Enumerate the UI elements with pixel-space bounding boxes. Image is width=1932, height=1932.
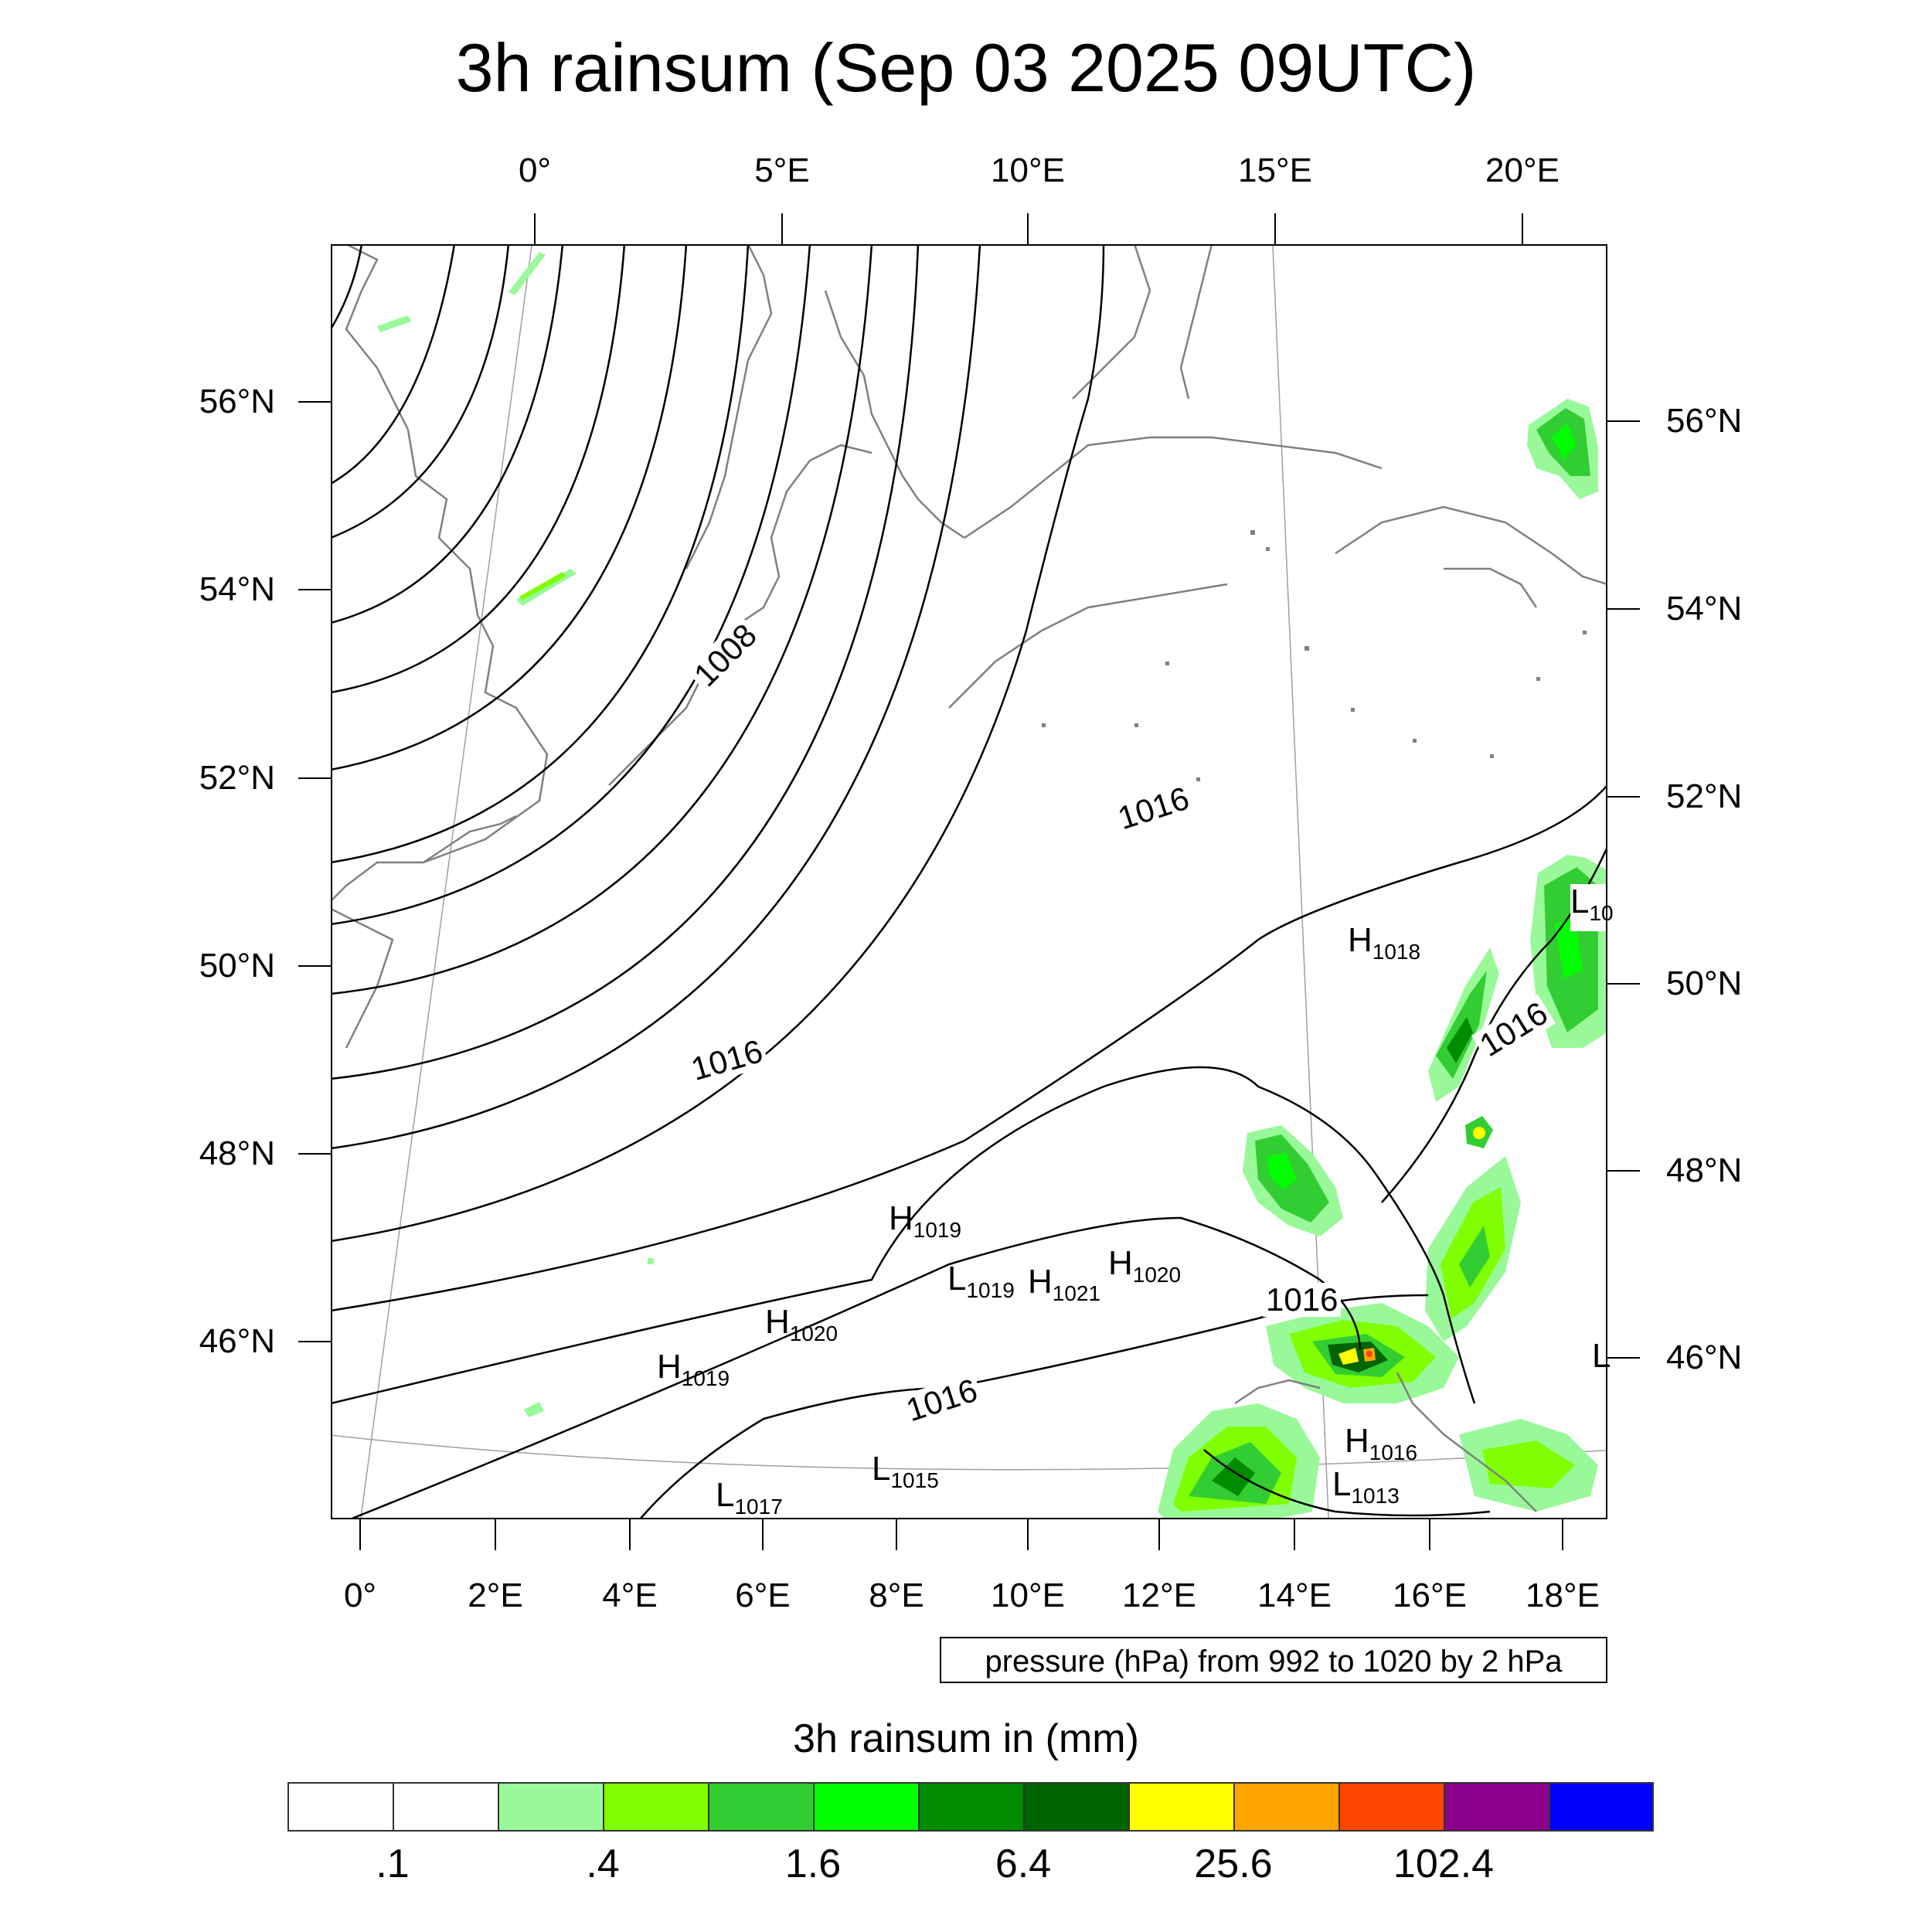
left-lat-label: 54°N xyxy=(199,570,275,608)
colorbar-cell xyxy=(1128,1782,1233,1832)
right-lat-label: 50°N xyxy=(1666,964,1743,1002)
map-canvas xyxy=(331,244,1607,1519)
colorbar-cell xyxy=(287,1782,393,1832)
pressure-center: L1013 xyxy=(1332,1465,1400,1508)
top-lon-label: 15°E xyxy=(1238,151,1312,189)
bottom-lon-label: 16°E xyxy=(1393,1577,1467,1614)
islands xyxy=(1042,530,1587,781)
top-lon-label: 20°E xyxy=(1485,151,1560,189)
left-lat-label: 52°N xyxy=(199,759,275,797)
map-area: 1008 1016 1016 1016 1016 1016 H1018 L10 … xyxy=(331,244,1614,1519)
colorbar-cell xyxy=(1023,1782,1128,1832)
colorbar-tick-label: 25.6 xyxy=(1194,1842,1273,1886)
left-lat-label: 56°N xyxy=(199,383,275,420)
coastlines xyxy=(331,244,1607,1512)
rain-fields xyxy=(377,252,1607,1519)
bottom-lon-label: 18°E xyxy=(1526,1577,1600,1614)
left-lat-label: 46°N xyxy=(199,1322,275,1360)
bottom-lon-label: 10°E xyxy=(991,1577,1065,1614)
bottom-lon-label: 14°E xyxy=(1257,1577,1332,1614)
map-border xyxy=(331,244,1607,1519)
map-title: 3h rainsum (Sep 03 2025 09UTC) xyxy=(455,29,1477,106)
isobars xyxy=(331,244,1607,1519)
pressure-center: H1020 xyxy=(765,1303,838,1345)
bottom-lon-label: 8°E xyxy=(869,1577,924,1614)
right-lat-label: 46°N xyxy=(1666,1338,1743,1376)
colorbar-cell xyxy=(393,1782,498,1832)
colorbar-tick-label: 1.6 xyxy=(784,1842,842,1886)
colorbar-title: 3h rainsum in (mm) xyxy=(793,1716,1139,1761)
contour-info-box: pressure (hPa) from 992 to 1020 by 2 hPa xyxy=(940,1637,1607,1683)
bottom-lon-label: 0° xyxy=(343,1577,377,1614)
colorbar-tick-label: .1 xyxy=(376,1842,410,1886)
pressure-center: L1015 xyxy=(872,1450,939,1492)
colorbar-cell xyxy=(1338,1782,1444,1832)
pressure-center: L xyxy=(1592,1337,1611,1375)
pressure-center: H1019 xyxy=(889,1199,962,1242)
top-lon-label: 10°E xyxy=(991,151,1065,189)
colorbar-cell xyxy=(603,1782,708,1832)
colorbar-cell xyxy=(708,1782,813,1832)
colorbar-cell xyxy=(1549,1782,1654,1832)
colorbar-cell xyxy=(1444,1782,1549,1832)
right-lat-label: 54°N xyxy=(1666,590,1743,628)
bottom-lon-label: 6°E xyxy=(735,1577,791,1614)
pressure-center: H1018 xyxy=(1348,921,1421,964)
colorbar-cell xyxy=(1233,1782,1338,1832)
right-lat-label: 56°N xyxy=(1666,402,1743,440)
colorbar-cell xyxy=(918,1782,1023,1832)
pressure-center: L1017 xyxy=(716,1476,783,1519)
bottom-lon-label: 12°E xyxy=(1122,1577,1196,1614)
colorbar-tick-label: 102.4 xyxy=(1393,1842,1495,1886)
pressure-center: L1019 xyxy=(947,1260,1015,1302)
colorbar-tick-label: .4 xyxy=(586,1842,620,1886)
left-lat-label: 48°N xyxy=(199,1134,275,1172)
left-lat-label: 50°N xyxy=(199,947,275,985)
pressure-center: H1020 xyxy=(1108,1244,1182,1287)
right-lat-label: 48°N xyxy=(1666,1151,1743,1189)
colorbar-tick-label: 6.4 xyxy=(995,1842,1052,1886)
pressure-center: H1016 xyxy=(1345,1422,1418,1464)
colorbar xyxy=(287,1782,1654,1832)
pressure-center: H1021 xyxy=(1028,1263,1101,1305)
right-lat-label: 52°N xyxy=(1666,777,1743,815)
top-lon-label: 0° xyxy=(518,151,552,189)
pressure-center: H1019 xyxy=(657,1348,730,1390)
colorbar-cell xyxy=(498,1782,603,1832)
contour-label-1016: 1016 xyxy=(1263,1283,1342,1317)
colorbar-cell xyxy=(813,1782,918,1832)
bottom-lon-label: 4°E xyxy=(602,1577,658,1614)
bottom-lon-label: 2°E xyxy=(468,1577,523,1614)
top-lon-label: 5°E xyxy=(754,151,810,189)
